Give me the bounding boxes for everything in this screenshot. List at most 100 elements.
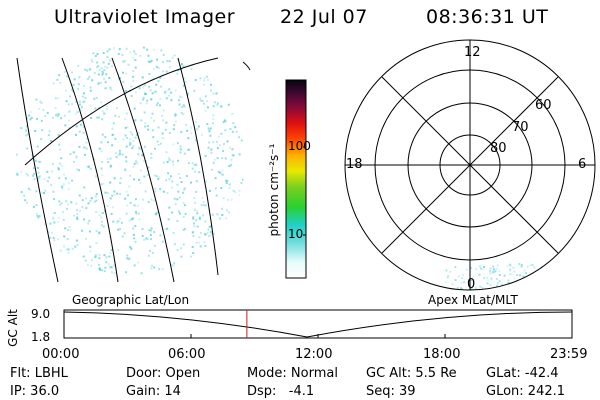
emission-pixel <box>162 119 165 122</box>
emission-pixel <box>107 161 110 164</box>
emission-pixel <box>194 137 197 140</box>
emission-pixel <box>178 99 180 102</box>
emission-pixel <box>38 107 41 110</box>
emission-pixel <box>56 78 59 81</box>
emission-pixel <box>36 145 39 148</box>
polar-emission-pixel <box>496 284 498 287</box>
emission-pixel <box>57 168 60 171</box>
emission-pixel <box>144 122 147 125</box>
polar-emission-pixel <box>509 273 512 276</box>
emission-pixel <box>119 77 122 80</box>
emission-pixel <box>195 180 198 183</box>
emission-pixel <box>197 125 200 128</box>
emission-pixel <box>134 136 137 139</box>
emission-pixel <box>193 225 196 228</box>
emission-pixel <box>172 128 175 131</box>
polar-emission-pixel <box>544 286 546 289</box>
emission-pixel <box>125 47 128 50</box>
emission-pixel <box>234 126 237 129</box>
emission-pixel <box>174 203 177 206</box>
emission-pixel <box>40 119 43 122</box>
emission-pixel <box>157 176 160 179</box>
emission-pixel <box>124 169 127 172</box>
emission-pixel <box>88 75 91 78</box>
emission-pixel <box>193 222 195 225</box>
emission-pixel <box>150 227 153 230</box>
emission-pixel <box>227 211 230 214</box>
emission-pixel <box>180 181 183 183</box>
emission-pixel <box>118 149 121 152</box>
emission-pixel <box>194 79 197 81</box>
emission-pixel <box>145 102 148 105</box>
polar-emission-pixel <box>445 269 448 272</box>
emission-pixel <box>85 197 87 200</box>
emission-pixel <box>113 190 116 193</box>
emission-pixel <box>113 193 116 196</box>
emission-pixel <box>76 244 79 247</box>
emission-pixel <box>134 198 137 201</box>
emission-pixel <box>97 81 100 84</box>
emission-pixel <box>113 272 116 275</box>
emission-pixel <box>106 205 109 208</box>
polar-emission-pixel <box>519 274 522 277</box>
emission-pixel <box>117 220 120 223</box>
emission-pixel <box>152 77 155 80</box>
emission-pixel <box>26 147 29 150</box>
emission-pixel <box>89 245 92 248</box>
emission-pixel <box>157 126 160 129</box>
emission-pixel <box>160 85 162 88</box>
emission-pixel <box>171 160 174 163</box>
emission-pixel <box>128 219 131 222</box>
emission-pixel <box>151 112 154 115</box>
emission-pixel <box>153 266 156 269</box>
polar-emission-pixel <box>532 281 535 284</box>
polar-emission-pixel <box>507 281 510 284</box>
emission-pixel <box>172 264 175 267</box>
emission-pixel <box>156 102 159 105</box>
emission-pixel <box>139 169 142 172</box>
emission-pixel <box>187 137 190 140</box>
emission-pixel <box>106 66 109 69</box>
emission-pixel <box>99 268 101 271</box>
polar-emission-pixel <box>486 279 489 282</box>
emission-pixel <box>117 53 120 55</box>
emission-pixel <box>203 102 205 105</box>
colorbar-tick-10: 10 <box>288 227 304 241</box>
emission-pixel <box>133 162 136 165</box>
emission-pixel <box>194 170 197 173</box>
emission-pixel <box>227 103 230 106</box>
emission-pixel <box>161 132 164 135</box>
emission-pixel <box>123 232 126 235</box>
emission-pixel <box>108 77 111 79</box>
emission-pixel <box>53 239 56 242</box>
emission-pixel <box>67 203 69 206</box>
emission-pixel <box>220 207 223 210</box>
polar-emission-pixel <box>523 269 526 272</box>
emission-pixel <box>133 237 136 240</box>
emission-pixel <box>75 155 78 158</box>
emission-pixel <box>71 71 73 74</box>
emission-pixel <box>162 53 165 56</box>
emission-pixel <box>52 82 55 85</box>
emission-pixel <box>240 139 243 142</box>
emission-pixel <box>134 210 137 213</box>
emission-pixel <box>196 210 199 213</box>
emission-pixel <box>129 174 131 177</box>
emission-pixel <box>125 160 128 163</box>
emission-pixel <box>157 178 160 181</box>
emission-pixel <box>57 238 60 241</box>
emission-pixel <box>155 175 158 178</box>
polar-emission-pixel <box>489 272 492 275</box>
emission-pixel <box>144 91 146 94</box>
polar-emission-pixel <box>539 287 542 290</box>
emission-pixel <box>25 134 28 137</box>
emission-pixel <box>77 83 80 86</box>
emission-pixel <box>115 107 118 110</box>
emission-pixel <box>143 111 146 114</box>
emission-pixel <box>44 223 47 226</box>
emission-pixel <box>109 251 112 254</box>
emission-pixel <box>87 222 90 225</box>
polar-emission-pixel <box>447 274 450 277</box>
emission-pixel <box>20 191 23 194</box>
